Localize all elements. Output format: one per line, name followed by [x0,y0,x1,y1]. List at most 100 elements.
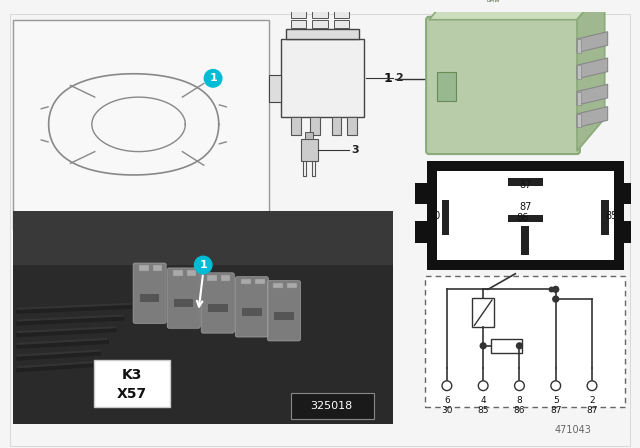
Text: 30: 30 [441,406,452,415]
Text: 86: 86 [514,406,525,415]
Bar [291,393,374,419]
Bar [472,298,494,327]
Bar [577,65,581,79]
Bar [305,132,313,139]
Text: 85: 85 [605,211,618,220]
Bar [602,200,609,235]
Bar [312,10,328,18]
Bar [491,339,522,353]
Bar [291,10,307,18]
Bar [427,161,624,270]
Circle shape [553,296,559,302]
Bar [269,75,281,103]
Bar [242,308,262,316]
Bar [13,20,269,229]
Circle shape [516,343,522,349]
Text: X57: X57 [117,387,147,401]
Text: 87: 87 [586,406,598,415]
Text: 1: 1 [199,260,207,270]
Text: 87: 87 [519,202,532,212]
Bar [577,114,581,128]
Bar [287,283,296,289]
Bar [577,91,581,105]
Circle shape [551,381,561,391]
Bar [207,275,217,280]
Text: 471043: 471043 [555,426,591,435]
FancyBboxPatch shape [268,280,301,341]
Bar [286,30,359,39]
Circle shape [480,343,486,349]
FancyBboxPatch shape [426,17,580,154]
Text: 86: 86 [516,213,529,223]
Polygon shape [429,0,605,20]
Bar [415,183,428,204]
Bar [174,299,193,307]
Bar [522,226,529,255]
Polygon shape [577,84,607,105]
Bar [173,270,183,276]
Circle shape [553,286,559,292]
Circle shape [195,256,212,274]
Bar [281,39,364,117]
Bar [221,275,230,280]
Bar [275,312,294,319]
Bar [425,276,625,407]
Bar [208,304,228,312]
Bar [623,221,636,243]
Text: 30: 30 [428,211,441,220]
Bar [139,265,148,271]
Text: 2: 2 [589,396,595,405]
Bar [152,265,163,271]
Circle shape [478,381,488,391]
Text: 325018: 325018 [310,401,353,411]
Circle shape [515,381,524,391]
Bar [273,283,283,289]
Text: 87: 87 [519,180,532,190]
Text: 87: 87 [550,406,561,415]
Polygon shape [577,58,607,79]
Bar [312,20,328,27]
FancyBboxPatch shape [201,273,234,333]
Text: 2: 2 [395,73,403,83]
Bar [301,139,318,161]
Circle shape [587,381,597,391]
Text: 8: 8 [516,396,522,405]
Text: 6: 6 [444,396,450,405]
Bar [333,10,349,18]
Bar [508,178,543,186]
Text: 1: 1 [209,73,217,83]
Bar [140,294,159,302]
Bar [310,117,320,134]
Bar [187,270,196,276]
Bar [291,117,301,134]
Circle shape [204,69,222,87]
Bar [332,117,341,134]
Text: 85: 85 [477,406,489,415]
Polygon shape [577,32,607,52]
Bar [508,215,543,222]
Circle shape [442,381,452,391]
Polygon shape [577,0,605,151]
FancyBboxPatch shape [167,268,200,328]
Text: 1: 1 [383,72,392,86]
Text: K3: K3 [122,368,142,382]
Bar [291,20,307,27]
Bar [437,171,614,260]
Bar [437,72,456,101]
Text: 4: 4 [481,396,486,405]
Bar [623,183,636,204]
Bar [415,221,428,243]
Text: BMW: BMW [487,0,500,3]
Bar [94,360,170,407]
Bar [13,211,393,264]
Polygon shape [577,107,607,128]
Bar [255,279,264,284]
Bar [442,200,449,235]
Bar [333,20,349,27]
Bar [13,211,393,424]
Bar [577,39,581,52]
Text: 5: 5 [553,396,559,405]
Bar [348,117,357,134]
Bar [241,279,251,284]
Text: 3: 3 [351,145,359,155]
